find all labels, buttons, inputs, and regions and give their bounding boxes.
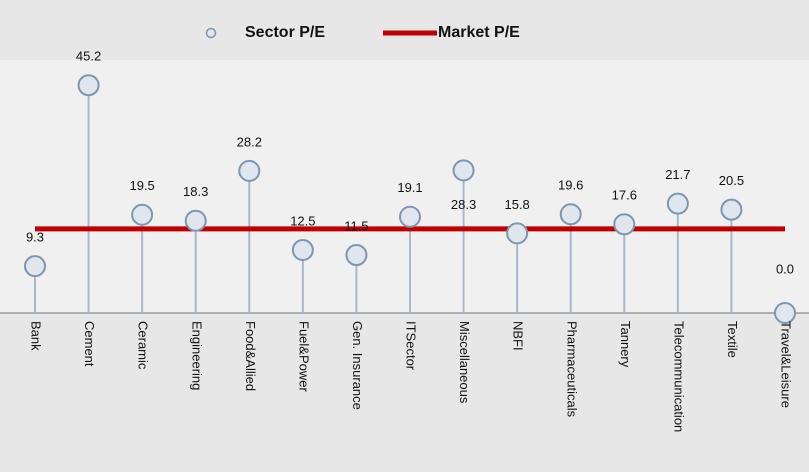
value-label: 19.1 [397,180,422,195]
value-label: 18.3 [183,184,208,199]
value-label: 15.8 [504,197,529,212]
sector-marker [720,198,743,221]
x-tick-label: Tannery [618,321,633,368]
legend-label: Sector P/E [245,24,325,41]
sector-marker [291,239,314,261]
sector-marker [24,255,46,278]
x-tick-label: Engineering [189,321,204,390]
sector-marker [452,159,475,182]
legend-label: Market P/E [438,24,520,41]
x-tick-label: Food&Allied [243,321,258,391]
legend-marker [205,27,217,39]
x-tick-label: Textile [725,321,740,358]
value-label: 28.2 [237,134,262,149]
x-tick-label: Fuel&Power [296,321,311,392]
x-tick-label: Ceramic [136,321,151,370]
x-tick-label: NBFI [511,321,526,351]
value-label: 45.2 [76,49,101,64]
sector-marker [774,302,796,324]
value-label: 21.7 [665,167,690,182]
value-label: 19.5 [129,178,154,193]
value-label: 28.3 [451,197,476,212]
sector-marker [131,203,154,226]
sector-marker [506,222,529,245]
x-tick-label: Pharmaceuticals [564,321,579,418]
x-tick-label: Cement [82,321,97,367]
x-tick-label: ITSector [404,321,419,371]
sector-marker [613,213,636,236]
x-tick-label: Bank [29,321,44,351]
value-label: 12.5 [290,213,315,228]
x-tick-label: Telecommunication [671,321,686,432]
x-tick-label: Miscellaneous [457,321,472,404]
sector-marker [184,209,207,232]
value-label: 19.6 [558,178,583,193]
plot-area [0,60,809,313]
x-tick-label: Travel&Leisure [779,321,794,408]
value-label: 9.3 [26,230,44,245]
sector-marker [238,159,261,182]
value-label: 20.5 [719,173,744,188]
sector-marker [345,244,368,267]
sector-marker [666,192,689,215]
value-label: 17.6 [612,188,637,203]
value-label: 11.5 [344,218,368,233]
sector-marker [399,205,421,228]
value-label: 0.0 [776,261,794,276]
sector-marker [559,203,582,226]
sector-marker [77,74,100,97]
x-tick-label: Gen. Insurance [350,321,365,410]
